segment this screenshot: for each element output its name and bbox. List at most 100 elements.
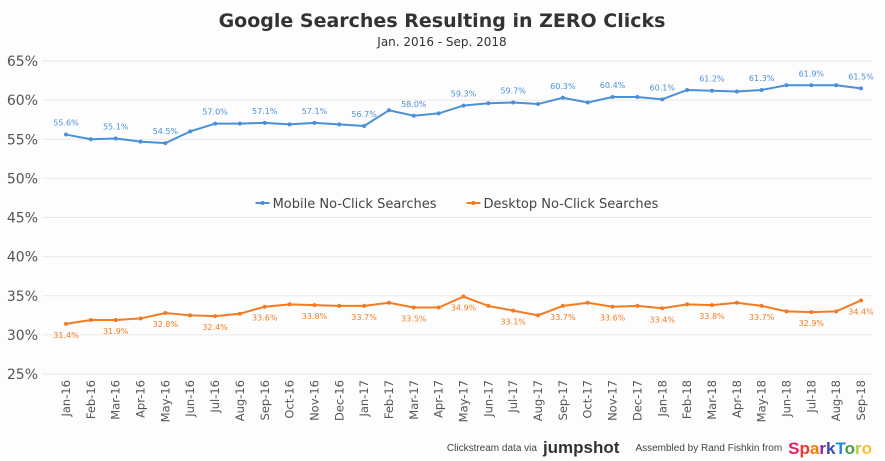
x-tick-label: Jan-16 [59, 380, 73, 418]
data-point [759, 303, 764, 308]
y-tick-label: 35% [7, 289, 38, 305]
data-point [809, 310, 814, 315]
x-tick-label: Jul-17 [506, 380, 520, 414]
data-point [585, 300, 590, 305]
x-tick-label: Oct-16 [283, 380, 297, 419]
data-point [685, 302, 690, 307]
jumpshot-logo: jumpshot [542, 438, 620, 457]
data-point [337, 303, 342, 308]
data-point [536, 313, 541, 318]
data-label: 32.9% [799, 319, 825, 328]
data-point [362, 123, 367, 128]
data-label: 33.8% [699, 312, 725, 321]
data-point [560, 303, 565, 308]
data-label: 33.5% [401, 314, 427, 323]
data-point [610, 304, 615, 309]
data-point [163, 310, 168, 315]
legend-marker [260, 201, 265, 205]
data-point [188, 313, 193, 318]
data-point [88, 318, 93, 323]
y-tick-label: 55% [7, 132, 38, 148]
data-point [635, 303, 640, 308]
legend-marker [471, 201, 476, 205]
x-tick-label: Jun-17 [481, 380, 495, 418]
data-point [411, 113, 416, 118]
x-tick-label: Jul-18 [804, 380, 818, 414]
chart-subtitle: Jan. 2016 - Sep. 2018 [376, 35, 506, 49]
data-label: 61.3% [749, 74, 775, 83]
data-point [734, 89, 739, 94]
data-point [834, 309, 839, 314]
data-label: 31.9% [103, 327, 129, 336]
data-point [386, 300, 391, 305]
data-label: 33.6% [252, 314, 278, 323]
data-label: 55.1% [103, 122, 129, 131]
x-tick-label: Nov-16 [307, 380, 321, 421]
data-point [88, 137, 93, 142]
y-tick-label: 40% [7, 250, 38, 266]
data-point [635, 94, 640, 99]
data-label: 59.3% [451, 90, 477, 99]
data-label: 61.9% [799, 69, 825, 78]
data-point [262, 120, 267, 125]
data-point [386, 108, 391, 113]
data-label: 58.0% [401, 100, 427, 109]
x-tick-label: Dec-16 [332, 380, 346, 421]
data-label: 59.7% [500, 86, 526, 95]
data-point [163, 141, 168, 146]
x-tick-label: Apr-16 [134, 380, 148, 418]
data-point [461, 103, 466, 108]
y-tick-label: 30% [7, 328, 38, 344]
y-tick-label: 65% [7, 54, 38, 70]
data-point [560, 95, 565, 100]
data-point [759, 87, 764, 92]
data-point [138, 139, 143, 144]
data-point [287, 122, 292, 127]
data-point [610, 94, 615, 99]
x-tick-label: Apr-18 [730, 380, 744, 418]
data-point [585, 100, 590, 105]
x-tick-label: May-17 [457, 380, 471, 422]
legend-item: Mobile No-Click Searches [255, 197, 437, 212]
x-tick-label: May-16 [158, 380, 172, 422]
data-point [809, 83, 814, 88]
data-point [237, 311, 242, 316]
x-tick-label: Aug-18 [829, 380, 843, 421]
data-point [436, 305, 441, 310]
data-point [262, 304, 267, 309]
data-point [784, 83, 789, 88]
data-point [436, 111, 441, 116]
x-tick-label: Dec-17 [630, 380, 644, 421]
x-tick-label: Aug-16 [233, 380, 247, 421]
x-tick-label: Jun-16 [183, 380, 197, 418]
data-label: 32.4% [202, 323, 228, 332]
x-tick-label: Feb-18 [680, 380, 694, 419]
data-label: 61.2% [699, 75, 725, 84]
data-label: 33.1% [500, 318, 526, 327]
sparktoro-logo: SparkToro [788, 439, 872, 458]
x-tick-label: Feb-17 [382, 380, 396, 419]
x-tick-label: Jul-16 [208, 380, 222, 414]
data-point [213, 314, 218, 319]
data-point [188, 129, 193, 134]
data-point [138, 316, 143, 321]
data-label: 33.4% [650, 315, 676, 324]
data-label: 34.9% [451, 304, 477, 313]
data-point [486, 303, 491, 308]
x-tick-label: Jun-18 [779, 380, 793, 418]
data-label: 33.8% [302, 312, 328, 321]
y-tick-label: 25% [7, 367, 38, 383]
data-label: 33.7% [749, 313, 775, 322]
x-tick-label: Mar-16 [109, 380, 123, 420]
x-tick-label: Jan-18 [655, 380, 669, 418]
x-tick-label: Oct-17 [581, 380, 595, 419]
data-label: 33.6% [600, 314, 626, 323]
data-point [734, 300, 739, 305]
legend-label: Mobile No-Click Searches [273, 197, 437, 212]
data-point [834, 83, 839, 88]
y-tick-label: 60% [7, 93, 38, 109]
data-point [213, 121, 218, 126]
data-point [685, 87, 690, 92]
data-point [337, 122, 342, 127]
